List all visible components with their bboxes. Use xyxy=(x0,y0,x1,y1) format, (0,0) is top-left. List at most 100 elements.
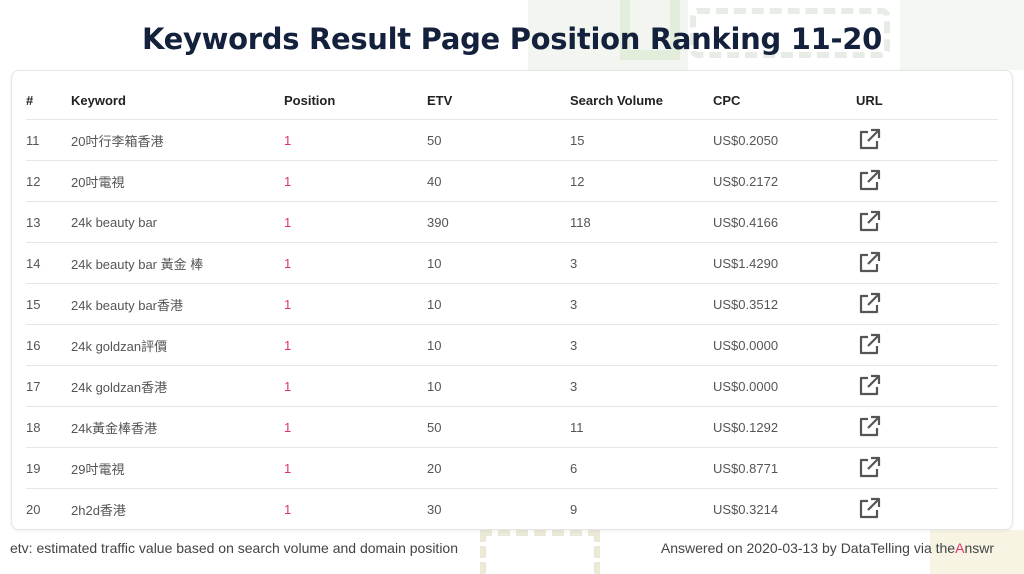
table-row: 14 24k beauty bar 黃金 棒 1 10 3 US$1.4290 xyxy=(26,242,998,284)
cell-position: 1 xyxy=(284,160,427,202)
brand-rest: nswr xyxy=(964,540,994,556)
cell-cpc: US$0.4166 xyxy=(713,201,856,243)
cell-num: 19 xyxy=(26,447,71,489)
cell-cpc: US$1.4290 xyxy=(713,242,856,284)
cell-keyword: 20吋行李箱香港 xyxy=(71,119,284,161)
cell-num: 15 xyxy=(26,283,71,325)
background-decoration xyxy=(480,530,600,574)
table-row: 16 24k goldzan評價 1 10 3 US$0.0000 xyxy=(26,324,998,366)
cell-search-volume: 118 xyxy=(570,201,713,243)
external-link-icon[interactable] xyxy=(856,291,882,317)
cell-search-volume: 3 xyxy=(570,324,713,366)
cell-search-volume: 15 xyxy=(570,119,713,161)
external-link-icon[interactable] xyxy=(856,209,882,235)
credit-line: Answered on 2020-03-13 by DataTelling vi… xyxy=(661,540,994,556)
cell-cpc: US$0.2172 xyxy=(713,160,856,202)
cell-url xyxy=(856,242,998,284)
cell-keyword: 24k beauty bar xyxy=(71,201,284,243)
results-card: # Keyword Position ETV Search Volume CPC… xyxy=(11,70,1013,530)
cell-etv: 40 xyxy=(427,160,570,202)
brand-letter: A xyxy=(955,540,965,556)
cell-position: 1 xyxy=(284,283,427,325)
cell-etv: 20 xyxy=(427,447,570,489)
cell-search-volume: 3 xyxy=(570,365,713,407)
cell-num: 20 xyxy=(26,501,41,517)
cell-keyword: 20吋電視 xyxy=(71,160,284,202)
cell-url xyxy=(856,201,998,243)
cell-cpc: US$0.1292 xyxy=(713,406,856,448)
cell-cpc: US$0.8771 xyxy=(713,447,856,489)
etv-footnote: etv: estimated traffic value based on se… xyxy=(10,540,458,556)
cell-etv: 10 xyxy=(427,283,570,325)
cell-position: 1 xyxy=(284,119,427,161)
cell-url xyxy=(856,406,998,448)
cell-cpc: US$0.3512 xyxy=(713,283,856,325)
cell-search-volume: 3 xyxy=(570,283,713,325)
cell-position: 1 xyxy=(284,242,427,284)
header-cpc: CPC xyxy=(713,81,856,120)
cell-url xyxy=(856,119,998,161)
cell-cpc: US$0.3214 xyxy=(713,501,779,517)
cell-keyword: 24k beauty bar 黃金 棒 xyxy=(71,242,284,284)
cell-url xyxy=(856,324,998,366)
keywords-table: # Keyword Position ETV Search Volume CPC… xyxy=(26,81,998,529)
header-etv: ETV xyxy=(427,81,570,120)
table-row: 19 29吋電視 1 20 6 US$0.8771 xyxy=(26,447,998,489)
cell-search-volume: 12 xyxy=(570,160,713,202)
header-search-volume: Search Volume xyxy=(570,81,713,120)
cell-position: 1 xyxy=(284,501,292,517)
external-link-icon[interactable] xyxy=(856,496,882,522)
cell-etv: 390 xyxy=(427,201,570,243)
cell-etv: 10 xyxy=(427,242,570,284)
cell-num: 18 xyxy=(26,406,71,448)
cell-num: 13 xyxy=(26,201,71,243)
header-keyword: Keyword xyxy=(71,81,284,120)
external-link-icon[interactable] xyxy=(856,414,882,440)
external-link-icon[interactable] xyxy=(856,250,882,276)
table-row: 13 24k beauty bar 1 390 118 US$0.4166 xyxy=(26,201,998,243)
external-link-icon[interactable] xyxy=(856,373,882,399)
cell-keyword: 24k黃金棒香港 xyxy=(71,406,284,448)
cell-position: 1 xyxy=(284,324,427,366)
table-header-row: # Keyword Position ETV Search Volume CPC… xyxy=(26,81,998,120)
cell-etv: 30 xyxy=(427,501,442,517)
page-title: Keywords Result Page Position Ranking 11… xyxy=(141,22,882,56)
cell-etv: 50 xyxy=(427,406,570,448)
cell-url xyxy=(856,283,998,325)
cell-num: 11 xyxy=(26,119,71,161)
cell-etv: 10 xyxy=(427,324,570,366)
cell-search-volume: 9 xyxy=(570,501,578,517)
cell-num: 12 xyxy=(26,160,71,202)
cell-keyword: 29吋電視 xyxy=(71,447,284,489)
table-row: 20 2h2d香港 1 30 9 US$0.3214 xyxy=(26,489,998,530)
cell-cpc: US$0.2050 xyxy=(713,119,856,161)
cell-position: 1 xyxy=(284,201,427,243)
external-link-icon[interactable] xyxy=(856,168,882,194)
cell-url xyxy=(856,489,998,530)
cell-keyword: 24k goldzan香港 xyxy=(71,365,284,407)
cell-position: 1 xyxy=(284,365,427,407)
external-link-icon[interactable] xyxy=(856,127,882,153)
cell-cpc: US$0.0000 xyxy=(713,324,856,366)
cell-num: 14 xyxy=(26,242,71,284)
cell-num: 17 xyxy=(26,365,71,407)
header-num: # xyxy=(26,81,71,120)
header-url: URL xyxy=(856,81,998,120)
cell-position: 1 xyxy=(284,406,427,448)
header-position[interactable]: Position xyxy=(284,81,427,120)
cell-search-volume: 6 xyxy=(570,447,713,489)
external-link-icon[interactable] xyxy=(856,455,882,481)
cell-search-volume: 3 xyxy=(570,242,713,284)
table-body: 11 20吋行李箱香港 1 50 15 US$0.2050 12 20吋電視 1… xyxy=(26,119,998,530)
cell-url xyxy=(856,365,998,407)
cell-etv: 10 xyxy=(427,365,570,407)
table-row: 11 20吋行李箱香港 1 50 15 US$0.2050 xyxy=(26,119,998,161)
cell-keyword: 24k goldzan評價 xyxy=(71,324,284,366)
cell-url xyxy=(856,447,998,489)
table-row: 15 24k beauty bar香港 1 10 3 US$0.3512 xyxy=(26,283,998,325)
cell-search-volume: 11 xyxy=(570,406,713,448)
cell-keyword: 24k beauty bar香港 xyxy=(71,283,284,325)
cell-etv: 50 xyxy=(427,119,570,161)
table-row: 18 24k黃金棒香港 1 50 11 US$0.1292 xyxy=(26,406,998,448)
external-link-icon[interactable] xyxy=(856,332,882,358)
